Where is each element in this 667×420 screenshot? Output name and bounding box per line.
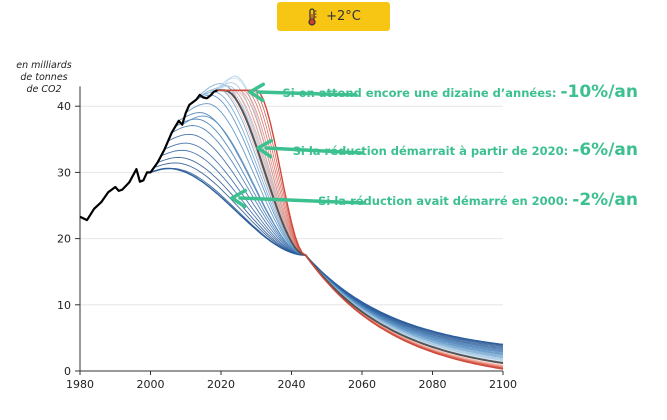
x-tick-label-2060: 2060 [348, 378, 376, 391]
series-historical [79, 89, 218, 222]
chart-axes: 0 10 20 30 40 1980 2000 2020 2040 2060 2080 2100 [57, 86, 517, 391]
thermometer-icon [306, 7, 318, 26]
x-tick-label-1980: 1980 [66, 378, 94, 391]
scenario-main-6 [217, 89, 504, 365]
scenario-line-start-2017 [210, 82, 504, 361]
y-axis-unit-label: en milliards de tonnes de CO2 [8, 60, 80, 96]
historical-line [79, 89, 218, 222]
annotation-10pct: Si on attend encore une dizaine d’années… [282, 82, 638, 102]
y-unit-line-2: de tonnes [20, 72, 68, 83]
annotation-6pct: Si la réduction démarrait à partir de 20… [293, 140, 638, 160]
scenario-line-start-2011 [189, 94, 504, 356]
temperature-label: +2°C [326, 9, 361, 24]
arrow-6pct-shaft [264, 146, 364, 155]
x-tick-label-2000: 2000 [137, 378, 165, 391]
annotation-6pct-value: -6%/an [572, 140, 638, 160]
y-tick-label-20: 20 [57, 233, 71, 246]
arrow-6pct-head [256, 138, 274, 159]
x-tick-label-2100: 2100 [489, 378, 517, 391]
temperature-badge: +2°C [277, 2, 390, 31]
y-tick-label-10: 10 [57, 299, 71, 312]
scenario-line-start-2004 [164, 142, 504, 349]
annotation-2pct: Si la réduction avait démarré en 2000: -2… [318, 190, 638, 210]
y-unit-line-3: de CO2 [26, 84, 62, 95]
y-tick-label-0: 0 [64, 365, 71, 378]
arrow-2pct-head [230, 188, 248, 209]
scenario-line-peak-2025 [217, 89, 504, 368]
scenario-line-start-2003 [160, 149, 504, 348]
annotation-arrows [230, 82, 366, 209]
annotation-2pct-text: Si la réduction avait démarré en 2000: [318, 194, 569, 208]
x-tick-label-2040: 2040 [278, 378, 306, 391]
annotation-2pct-value: -2%/an [572, 190, 638, 210]
arrow-2pct-shaft [238, 196, 366, 205]
y-tick-label-40: 40 [57, 100, 71, 113]
scenario-line-start-2005 [167, 133, 504, 350]
series-early-scenarios [150, 75, 504, 364]
series-main-scenarios [150, 89, 504, 370]
arrow-10pct-head [248, 82, 265, 103]
annotation-10pct-value: -10%/an [560, 82, 638, 102]
annotation-10pct-text: Si on attend encore une dizaine d’années… [282, 86, 557, 100]
arrow-10pct-shaft [256, 90, 358, 97]
scenario-main-2 [150, 167, 504, 346]
y-unit-line-1: en milliards [16, 60, 72, 71]
y-tick-label-30: 30 [57, 166, 71, 179]
x-tick-label-2080: 2080 [419, 378, 447, 391]
x-tick-label-2020: 2020 [207, 378, 235, 391]
annotation-6pct-text: Si la réduction démarrait à partir de 20… [292, 144, 569, 158]
scenario-main-10 [217, 89, 504, 370]
